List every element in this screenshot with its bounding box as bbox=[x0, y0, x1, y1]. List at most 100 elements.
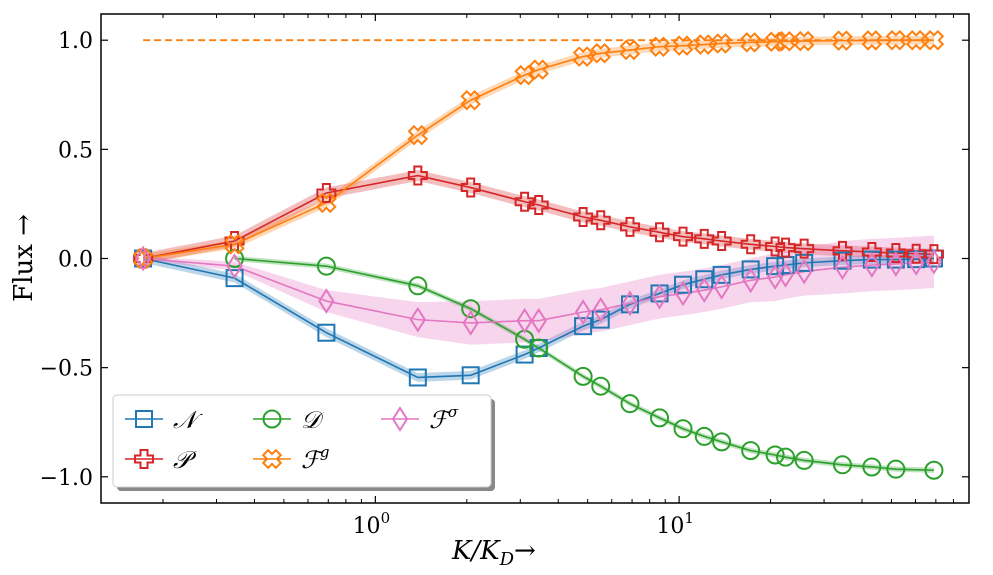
point-D bbox=[741, 441, 761, 461]
point-D bbox=[694, 426, 714, 446]
y-tick-label: −0.5 bbox=[40, 357, 93, 382]
point-Fsigma bbox=[409, 306, 427, 333]
point-P bbox=[460, 177, 481, 198]
point-D bbox=[886, 459, 906, 479]
point-N bbox=[695, 270, 714, 289]
point-N bbox=[674, 275, 693, 294]
legend-marker-Fg bbox=[261, 448, 283, 470]
point-Fsigma bbox=[134, 245, 152, 272]
axis-ticks bbox=[101, 14, 970, 503]
legend-marker-P bbox=[134, 449, 154, 469]
point-D bbox=[673, 419, 693, 439]
point-D bbox=[832, 455, 852, 475]
line-Fg bbox=[142, 39, 934, 260]
point-P bbox=[765, 236, 786, 257]
point-P bbox=[590, 210, 611, 231]
point-P bbox=[528, 195, 549, 216]
legend-label-Fsigma: ℱσ bbox=[429, 403, 459, 434]
svg-text:K/KD→: K/KD→ bbox=[451, 536, 536, 570]
x-axis-label-arrow: → bbox=[514, 536, 536, 566]
point-P bbox=[775, 237, 796, 258]
point-N bbox=[795, 253, 814, 272]
legend-label-Fg: ℱg bbox=[301, 443, 329, 474]
point-P bbox=[407, 165, 428, 186]
point-Fg bbox=[460, 89, 481, 111]
point-N bbox=[574, 317, 593, 336]
x-axis-label-sub: D bbox=[499, 549, 515, 570]
point-Fsigma bbox=[592, 296, 609, 323]
point-Fg bbox=[740, 32, 761, 53]
band-P bbox=[143, 170, 934, 264]
point-D bbox=[862, 457, 882, 477]
x-tick-label: 101 bbox=[656, 509, 694, 539]
legend-marker-Fsigma bbox=[391, 406, 409, 432]
point-D bbox=[794, 450, 814, 470]
x-axis-label: K/KD→ bbox=[451, 536, 536, 570]
point-D bbox=[924, 460, 944, 480]
point-Fsigma bbox=[226, 253, 243, 280]
line-D bbox=[234, 257, 934, 472]
y-tick-label: −1.0 bbox=[40, 466, 93, 491]
point-Fsigma bbox=[462, 310, 479, 336]
point-Fg bbox=[224, 234, 245, 255]
x-tick-label: 100 bbox=[353, 509, 391, 539]
point-P bbox=[923, 244, 944, 265]
point-D bbox=[573, 366, 593, 386]
point-P bbox=[649, 222, 670, 243]
point-Fsigma bbox=[621, 290, 639, 317]
point-Fsigma bbox=[318, 288, 335, 314]
point-Fsigma bbox=[795, 258, 813, 285]
point-P bbox=[694, 228, 715, 249]
point-Fg bbox=[528, 59, 549, 80]
legend-marker-D bbox=[262, 409, 282, 429]
point-Fg bbox=[407, 124, 429, 146]
point-N bbox=[408, 368, 427, 387]
point-Fsigma bbox=[696, 277, 713, 304]
point-D bbox=[461, 299, 481, 319]
point-D bbox=[620, 394, 640, 414]
point-N bbox=[461, 366, 480, 385]
y-tick-label: 1.0 bbox=[58, 29, 93, 54]
point-D bbox=[712, 432, 732, 452]
point-N bbox=[317, 323, 336, 342]
point-Fsigma bbox=[887, 251, 905, 277]
point-D bbox=[316, 256, 336, 276]
point-Fg bbox=[590, 43, 611, 64]
point-N bbox=[620, 295, 639, 314]
axis-tick-labels: 1.0 0.5 0.0 −0.5 −1.0 100 101 bbox=[40, 29, 694, 539]
point-Fsigma bbox=[777, 262, 794, 288]
point-Fg bbox=[793, 30, 815, 52]
point-Fg bbox=[861, 30, 883, 51]
point-N bbox=[712, 265, 731, 284]
point-N bbox=[225, 269, 244, 288]
legend-box bbox=[112, 394, 492, 488]
point-Fsigma bbox=[742, 267, 759, 294]
point-Fg bbox=[649, 36, 670, 57]
y-tick-label: 0.5 bbox=[58, 138, 93, 163]
point-P bbox=[316, 183, 337, 204]
point-D bbox=[650, 408, 670, 428]
point-Fg bbox=[619, 39, 641, 61]
point-Fsigma bbox=[925, 248, 943, 275]
point-D bbox=[408, 276, 428, 296]
point-Fg bbox=[572, 46, 594, 67]
point-Fg bbox=[832, 30, 853, 51]
point-Fsigma bbox=[863, 252, 881, 278]
point-P bbox=[832, 240, 853, 261]
band-Fsigma bbox=[143, 235, 934, 345]
point-Fsigma bbox=[834, 254, 851, 281]
point-Fsigma bbox=[530, 307, 547, 334]
point-P bbox=[619, 216, 640, 237]
line-N bbox=[142, 257, 934, 379]
point-D bbox=[776, 447, 796, 467]
point-Fg bbox=[905, 29, 927, 51]
point-Fsigma bbox=[574, 299, 592, 325]
point-P bbox=[711, 231, 732, 252]
point-N bbox=[862, 250, 881, 269]
point-P bbox=[740, 234, 761, 255]
series-markers bbox=[132, 29, 945, 480]
point-Fsigma bbox=[674, 280, 692, 307]
point-Fsigma bbox=[713, 274, 730, 300]
